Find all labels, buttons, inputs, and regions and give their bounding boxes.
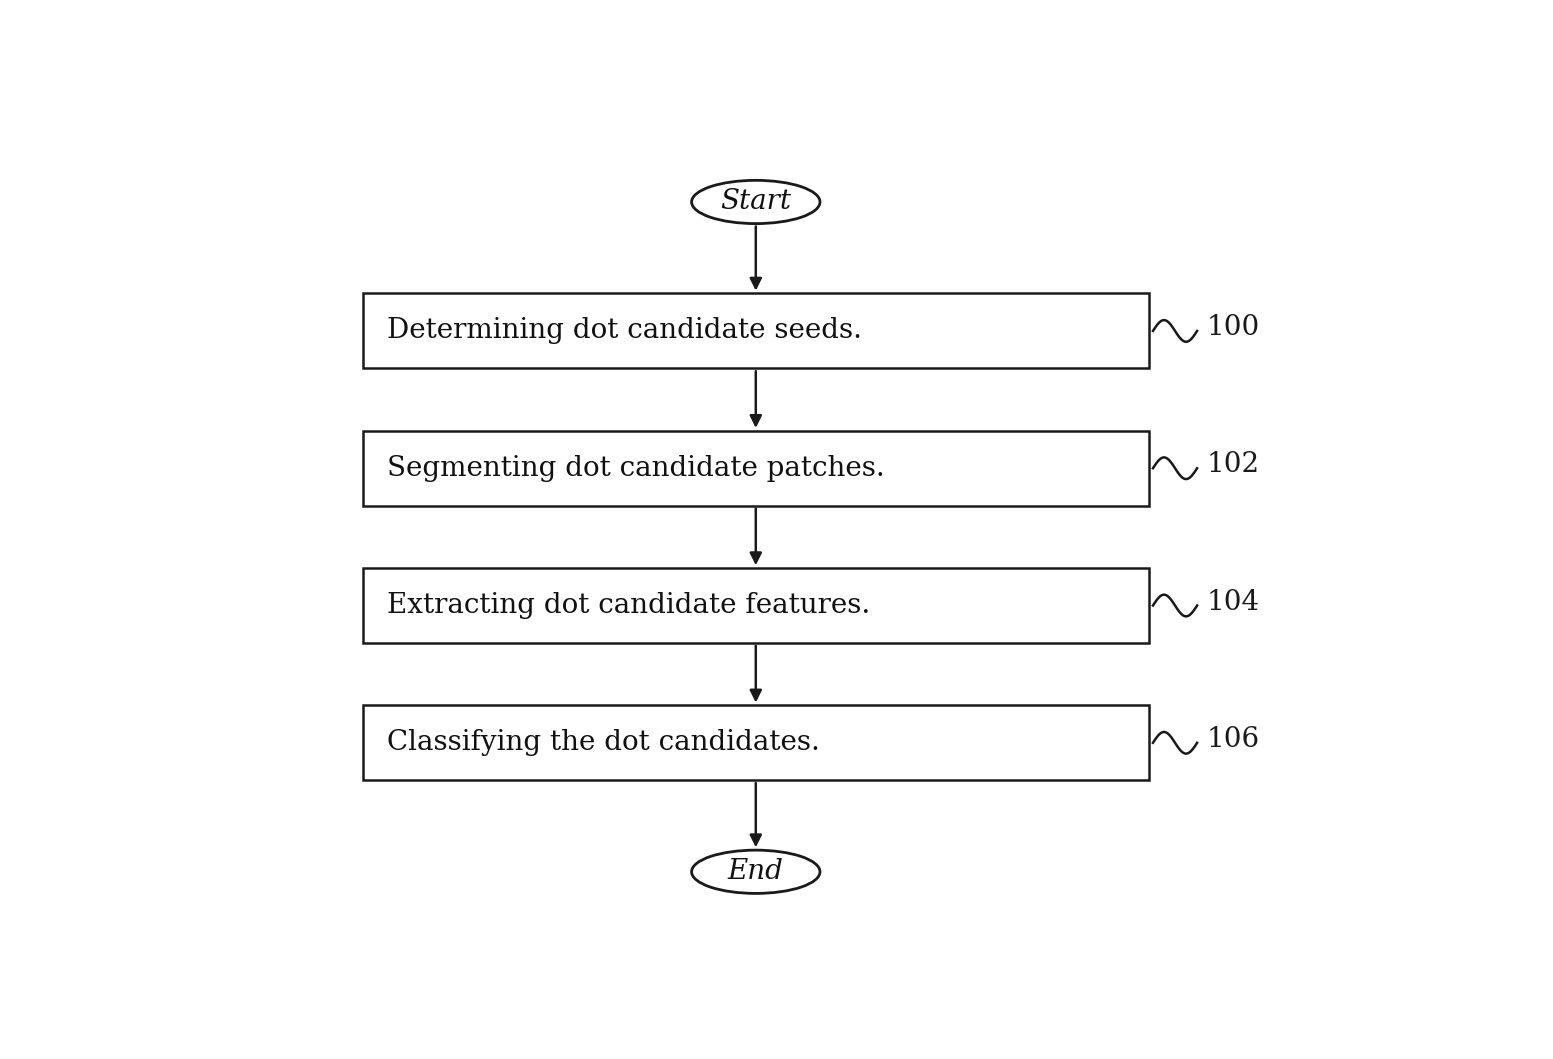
Text: Segmenting dot candidate patches.: Segmenting dot candidate patches. xyxy=(387,454,885,482)
Ellipse shape xyxy=(691,180,820,223)
Text: 104: 104 xyxy=(1207,589,1259,615)
Text: Start: Start xyxy=(721,189,792,215)
Text: Determining dot candidate seeds.: Determining dot candidate seeds. xyxy=(387,318,862,344)
Ellipse shape xyxy=(691,850,820,894)
FancyBboxPatch shape xyxy=(362,431,1149,506)
FancyBboxPatch shape xyxy=(362,293,1149,369)
Text: 102: 102 xyxy=(1207,451,1259,479)
Text: 106: 106 xyxy=(1207,726,1259,753)
FancyBboxPatch shape xyxy=(362,705,1149,780)
Text: 100: 100 xyxy=(1207,315,1259,341)
Text: Classifying the dot candidates.: Classifying the dot candidates. xyxy=(387,730,820,756)
Text: Extracting dot candidate features.: Extracting dot candidate features. xyxy=(387,592,870,620)
FancyBboxPatch shape xyxy=(362,568,1149,643)
Text: End: End xyxy=(728,858,784,885)
